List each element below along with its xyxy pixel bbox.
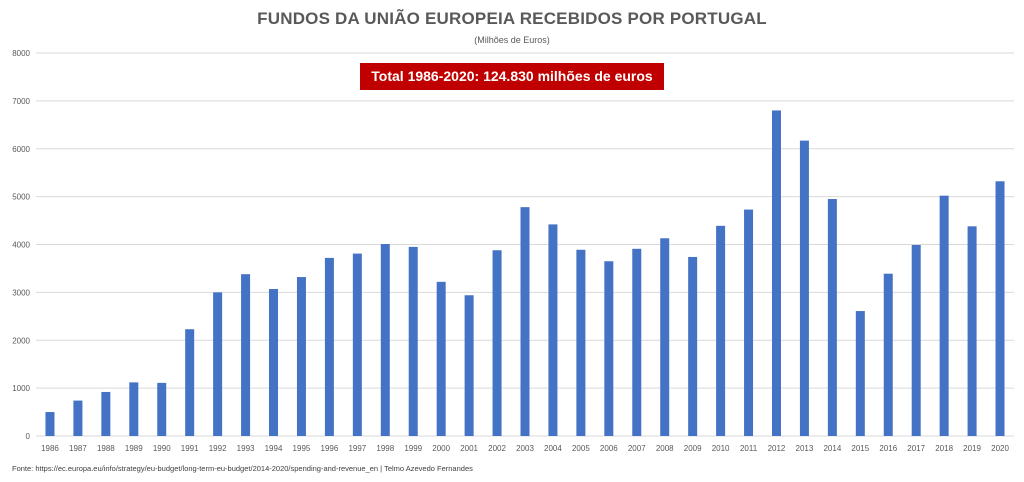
y-tick-label: 4000	[12, 241, 30, 250]
x-tick-label: 1999	[404, 444, 422, 453]
bar-2007	[632, 248, 642, 436]
x-tick-label: 2016	[879, 444, 897, 453]
bar-2018	[939, 195, 949, 436]
y-tick-label: 3000	[12, 288, 30, 297]
x-tick-label: 1995	[293, 444, 311, 453]
x-tick-label: 2002	[488, 444, 506, 453]
x-tick-label: 2017	[907, 444, 925, 453]
x-tick-label: 1997	[348, 444, 366, 453]
y-tick-label: 0	[26, 432, 31, 441]
x-tick-label: 2020	[991, 444, 1009, 453]
bar-2009	[688, 256, 698, 436]
bar-2006	[604, 261, 614, 436]
bar-1990	[157, 382, 167, 436]
x-tick-label: 1998	[376, 444, 394, 453]
x-tick-label: 2007	[628, 444, 646, 453]
bar-2010	[716, 225, 726, 436]
x-tick-label: 1987	[69, 444, 87, 453]
bar-2020	[995, 181, 1005, 436]
x-tick-label: 1993	[237, 444, 255, 453]
bar-2019	[967, 226, 977, 436]
chart-subtitle: (Milhões de Euros)	[474, 35, 550, 45]
bar-2017	[911, 244, 921, 436]
y-tick-label: 8000	[12, 49, 30, 58]
bar-1998	[380, 244, 390, 436]
bar-1988	[101, 391, 111, 436]
bar-2016	[883, 273, 893, 436]
bar-1987	[73, 400, 83, 436]
bar-2004	[548, 224, 558, 436]
bar-1992	[213, 292, 223, 436]
bar-1999	[408, 246, 418, 436]
x-tick-label: 2008	[656, 444, 674, 453]
x-tick-label: 2000	[432, 444, 450, 453]
bar-2003	[520, 207, 530, 436]
bar-2005	[576, 249, 586, 436]
x-tick-label: 2005	[572, 444, 590, 453]
bar-2015	[855, 311, 865, 436]
x-tick-label: 2014	[823, 444, 841, 453]
x-tick-label: 2013	[796, 444, 814, 453]
x-tick-label: 2015	[851, 444, 869, 453]
bar-2012	[771, 110, 781, 436]
bar-2008	[660, 238, 670, 436]
y-tick-label: 7000	[12, 97, 30, 106]
bar-1991	[185, 329, 195, 436]
y-tick-label: 2000	[12, 336, 30, 345]
y-tick-label: 1000	[12, 384, 30, 393]
bar-1996	[324, 257, 334, 436]
bar-1989	[129, 382, 139, 436]
bar-2000	[436, 281, 446, 436]
bar-2001	[464, 295, 474, 436]
bar-2011	[744, 209, 754, 436]
x-tick-label: 1994	[265, 444, 283, 453]
y-tick-label: 6000	[12, 145, 30, 154]
x-tick-label: 1988	[97, 444, 115, 453]
bar-1995	[296, 277, 306, 436]
x-tick-label: 2019	[963, 444, 981, 453]
x-tick-label: 2012	[768, 444, 786, 453]
x-tick-label: 1986	[41, 444, 59, 453]
bar-1994	[269, 289, 279, 436]
y-tick-label: 5000	[12, 193, 30, 202]
x-tick-label: 2009	[684, 444, 702, 453]
bar-2014	[827, 199, 837, 436]
bar-1997	[352, 253, 362, 436]
x-tick-label: 2010	[712, 444, 730, 453]
x-tick-label: 2001	[460, 444, 478, 453]
bar-1993	[241, 274, 251, 436]
bar-2013	[799, 140, 809, 436]
total-callout: Total 1986-2020: 124.830 milhões de euro…	[360, 63, 664, 90]
x-tick-label: 1991	[181, 444, 199, 453]
x-tick-label: 2003	[516, 444, 534, 453]
x-tick-label: 1989	[125, 444, 143, 453]
x-tick-label: 1990	[153, 444, 171, 453]
x-tick-label: 2004	[544, 444, 562, 453]
source-note: Fonte: https://ec.europa.eu/info/strateg…	[12, 464, 473, 473]
x-tick-label: 2018	[935, 444, 953, 453]
x-tick-label: 1996	[321, 444, 339, 453]
bar-1986	[45, 412, 55, 436]
bar-2002	[492, 250, 502, 436]
x-tick-label: 1992	[209, 444, 227, 453]
chart-title: FUNDOS DA UNIÃO EUROPEIA RECEBIDOS POR P…	[257, 9, 767, 28]
x-tick-label: 2011	[740, 444, 758, 453]
x-tick-label: 2006	[600, 444, 618, 453]
